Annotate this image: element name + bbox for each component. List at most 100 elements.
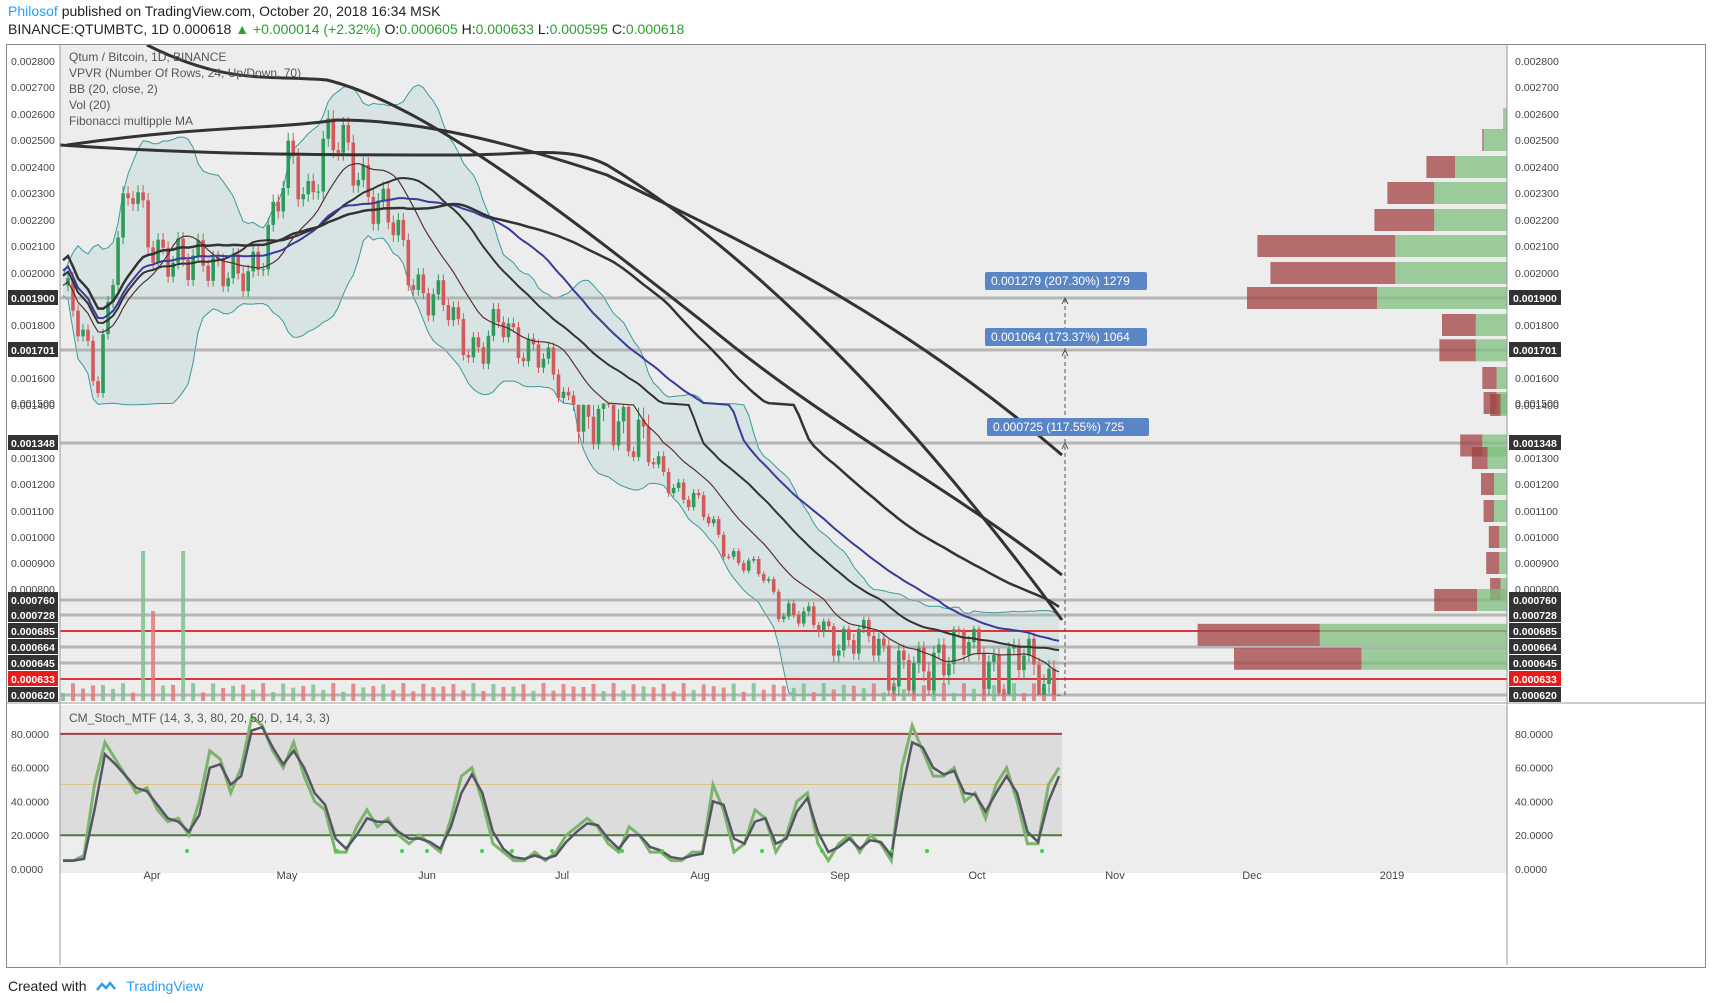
y-tick-right: 0.001200 <box>1515 479 1559 491</box>
candle-body <box>691 492 696 508</box>
osc-tick-left: 20.0000 <box>11 830 49 842</box>
high-value: 0.000633 <box>475 21 534 37</box>
legend-vol[interactable]: Vol (20) <box>69 98 110 112</box>
volume-profile-down <box>1257 235 1396 257</box>
candle-body <box>1037 664 1041 695</box>
chart-canvas[interactable]: 0.001279 (207.30%) 1279 0.001064 (173.37%… <box>7 43 1705 967</box>
volume-bar <box>921 685 926 701</box>
candle-body <box>471 337 476 358</box>
candle-body <box>196 240 200 256</box>
volume-bar <box>81 688 86 701</box>
candle-body <box>541 358 546 368</box>
target-arrow-icon <box>1061 441 1069 450</box>
y-tick-right: 0.001600 <box>1515 373 1559 385</box>
close-label: C: <box>611 21 626 37</box>
candle-body <box>952 629 956 664</box>
target-label-text: 0.000725 (117.55%) 725 <box>993 420 1125 434</box>
level-tag-right: 0.000685 <box>1513 626 1557 638</box>
candle-body <box>636 419 641 458</box>
target-label-3[interactable]: 0.000725 (117.55%) 725 <box>987 418 1149 450</box>
legend-vpvr[interactable]: VPVR (Number Of Rows, 24, Up/Down, 70) <box>69 66 301 80</box>
candle-body <box>696 492 701 496</box>
volume-bar <box>121 683 126 701</box>
candle-body <box>106 301 110 335</box>
candle-body <box>251 251 255 272</box>
level-tag-left-bg <box>8 687 58 702</box>
volume-bar <box>561 684 566 701</box>
oscillator-label[interactable]: CM_Stoch_MTF (14, 3, 3, 80, 20, 50, D, 1… <box>69 711 330 725</box>
candle-body <box>231 254 235 279</box>
candle-body <box>546 347 551 359</box>
volume-bar <box>821 683 826 701</box>
candle-body <box>416 274 421 290</box>
candle-body <box>296 156 301 200</box>
level-tag-right: 0.001900 <box>1513 293 1557 305</box>
tradingview-link[interactable]: TradingView <box>126 978 204 994</box>
volume-profile-down <box>1247 287 1377 309</box>
target-label-1[interactable]: 0.001279 (207.30%) 1279 <box>985 272 1147 305</box>
stoch-signal-dot <box>425 849 429 853</box>
volume-profile-up <box>1483 129 1507 151</box>
stoch-signal-dot <box>550 849 554 853</box>
candle-body <box>291 140 296 157</box>
y-tick-right: 0.002100 <box>1515 241 1559 253</box>
volume-profile-down <box>1234 647 1362 670</box>
osc-tick-right: 60.0000 <box>1515 763 1553 775</box>
y-tick-left: 0.001400 <box>11 400 55 412</box>
level-tag-right: 0.001701 <box>1513 345 1557 357</box>
candle-body <box>741 563 746 571</box>
candle-body <box>511 323 516 328</box>
y-tick-right: 0.001500 <box>1515 398 1559 410</box>
candle-body <box>391 222 396 236</box>
candle-body <box>161 239 165 248</box>
volume-profile-up <box>1477 589 1507 611</box>
candle-body <box>711 519 716 524</box>
candle-body <box>396 219 401 236</box>
candle-body <box>616 421 621 446</box>
target-label-2[interactable]: 0.001064 (173.37%) 1064 <box>985 328 1147 357</box>
x-tick-Apr: Apr <box>143 870 160 882</box>
target-label-text: 0.001279 (207.30%) 1279 <box>991 274 1130 288</box>
volume-profile-down <box>1270 262 1396 284</box>
candle-body <box>992 654 996 662</box>
level-tag-right-bg <box>1509 687 1561 702</box>
candle-body <box>1002 693 1006 695</box>
volume-profile-up <box>1434 182 1507 204</box>
volume-bar <box>131 692 136 701</box>
y-tick-left: 0.002200 <box>11 215 55 227</box>
volume-profile-up <box>1455 156 1507 178</box>
volume-bar <box>581 686 586 701</box>
volume-bar <box>651 687 656 701</box>
candle-body <box>631 451 636 458</box>
volume-profile-down <box>1439 339 1476 362</box>
volume-bar <box>451 684 456 701</box>
author-link[interactable]: Philosof <box>8 3 58 19</box>
legend-bb[interactable]: BB (20, close, 2) <box>69 82 158 96</box>
low-label: L: <box>537 21 550 37</box>
chart-frame[interactable]: 0.001279 (207.30%) 1279 0.001064 (173.37%… <box>6 43 1706 968</box>
target-arrow-icon <box>1061 296 1069 305</box>
volume-bar <box>111 688 116 701</box>
volume-bar <box>461 690 466 701</box>
candle-body <box>206 265 210 281</box>
volume-bar <box>141 551 146 701</box>
candle-body <box>887 645 891 691</box>
level-tag-left-bg <box>8 623 58 638</box>
candle-body <box>486 335 491 364</box>
low-value: 0.000595 <box>549 21 608 37</box>
y-tick-left: 0.001500 <box>11 398 55 410</box>
volume-bar <box>601 691 606 701</box>
candle-body <box>111 284 115 302</box>
candle-body <box>1052 668 1056 695</box>
osc-tick-right: 0.0000 <box>1515 864 1547 876</box>
candle-body <box>596 408 601 445</box>
x-tick-May: May <box>277 870 298 882</box>
volume-bar <box>261 683 266 701</box>
y-tick-right: 0.001800 <box>1515 320 1559 332</box>
volume-bar <box>1011 683 1016 701</box>
y-tick-right: 0.001400 <box>1515 400 1559 412</box>
legend-fib-ma[interactable]: Fibonacci multipple MA <box>69 114 193 128</box>
candle-body <box>321 138 326 192</box>
level-tag-right-bg <box>1509 655 1561 670</box>
candle-body <box>877 638 881 656</box>
